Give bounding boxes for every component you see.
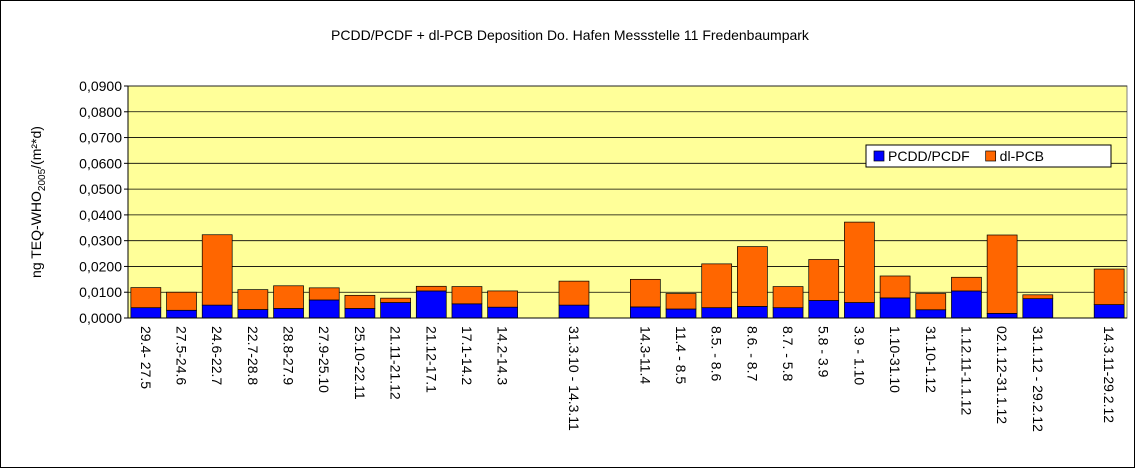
bar-segment — [772, 286, 804, 309]
bar-segment — [951, 290, 982, 319]
x-tick-label: 31.3.10 - 14.3.11 — [566, 326, 582, 431]
x-tick-label: 21.11-21.12 — [388, 326, 404, 400]
y-tick-label: 0,0800 — [79, 104, 122, 120]
bar-segment — [344, 308, 376, 319]
y-tick-label: 0,0900 — [79, 78, 122, 94]
bar-segment — [273, 285, 304, 309]
bar-segment — [344, 294, 376, 309]
bar-segment — [879, 297, 911, 319]
bar-segment — [986, 313, 1018, 319]
x-tick-label: 14.3.11-29.2.12 — [1101, 326, 1117, 423]
bar-segment — [879, 275, 911, 299]
y-tick-label: 0,0700 — [79, 130, 122, 146]
x-tick-label: 14.3-11.4 — [637, 326, 653, 384]
x-tick-label: 24.6-22.7 — [209, 326, 225, 385]
bar-segment — [1022, 294, 1054, 300]
bar-segment — [701, 307, 733, 319]
bar-segment — [737, 246, 768, 307]
x-tick-label: 27.9-25.10 — [316, 326, 332, 393]
bar-segment — [986, 234, 1018, 314]
bar-segment — [380, 302, 411, 319]
bar-segment — [630, 306, 661, 319]
bar-segment — [772, 307, 804, 319]
bar-segment — [1093, 268, 1125, 305]
x-tick-label: 22.7-28.8 — [245, 326, 261, 385]
bar-segment — [1022, 298, 1054, 319]
legend-label: PCDD/PCDF — [888, 148, 970, 164]
bar-segment — [701, 263, 733, 309]
bar-segment — [630, 278, 661, 308]
legend-swatch — [873, 150, 885, 162]
legend-label: dl-PCB — [1000, 148, 1044, 164]
x-tick-label: 25.10-22.11 — [352, 326, 368, 400]
bar-segment — [380, 297, 411, 303]
bar-segment — [237, 309, 269, 319]
bar-segment — [166, 291, 197, 311]
y-axis-label: ng TEQ-WHO2005/(m²*d) — [28, 126, 48, 278]
y-label-sub: 2005 — [37, 168, 48, 191]
x-tick-label: 8.7. - 5.8 — [780, 326, 796, 381]
x-tick-label: 29.4- 27.5 — [138, 326, 154, 389]
x-tick-label: 31.10-1.12 — [923, 326, 939, 393]
x-tick-label: 1.12.11-1.1.12 — [958, 326, 974, 415]
x-tick-label: 21.12-17.1 — [423, 326, 439, 393]
x-tick-label: 28.8-27.9 — [281, 326, 297, 385]
bar-segment — [166, 309, 197, 319]
y-label-part: /(m²*d) — [28, 126, 44, 169]
x-tick-label: 11.4 - 8.5 — [673, 326, 689, 384]
bar-segment — [915, 309, 947, 319]
bar-segment — [1093, 304, 1125, 319]
x-tick-label: 8.6. - 8.7 — [744, 326, 760, 381]
bar-segment — [844, 302, 875, 319]
y-tick-label: 0,0000 — [79, 310, 122, 326]
x-tick-label: 8.5. - 8.6 — [709, 326, 725, 381]
bar-segment — [130, 307, 162, 319]
y-tick-label: 0,0400 — [79, 207, 122, 223]
y-tick-label: 0,0100 — [79, 284, 122, 300]
x-tick-label: 02.1.12-31.1.12 — [994, 326, 1010, 424]
bar-segment — [201, 234, 233, 306]
bar-segment — [737, 306, 768, 319]
bar-segment — [487, 306, 518, 319]
y-label-part: ng TEQ-WHO — [28, 191, 44, 278]
bar-segment — [273, 308, 304, 319]
bar-segment — [201, 304, 233, 319]
x-tick-label: 3.9 - 1.10 — [851, 326, 867, 385]
bar-segment — [844, 221, 875, 303]
bar-segment — [915, 293, 947, 311]
bar-segment — [130, 287, 162, 309]
y-tick-label: 0,0500 — [79, 181, 122, 197]
bar-segment — [558, 280, 590, 306]
y-tick-label: 0,0200 — [79, 258, 122, 274]
x-tick-label: 17.1-14.2 — [459, 326, 475, 385]
bar-segment — [808, 300, 840, 319]
bar-segment — [308, 287, 340, 301]
bar-segment — [415, 285, 447, 292]
legend-swatch — [985, 150, 997, 162]
bar-segment — [451, 303, 483, 319]
x-tick-label: 31.1.12 - 29.2.12 — [1030, 326, 1046, 432]
y-tick-label: 0,0300 — [79, 233, 122, 249]
bar-segment — [487, 290, 518, 308]
x-tick-label: 14.2-14.3 — [495, 326, 511, 385]
chart-title: PCDD/PCDF + dl-PCB Deposition Do. Hafen … — [331, 27, 810, 43]
y-tick-label: 0,0600 — [79, 155, 122, 171]
bar-segment — [415, 290, 447, 319]
bar-segment — [558, 304, 590, 319]
bar-segment — [665, 293, 697, 310]
bar-segment — [451, 286, 483, 305]
x-tick-label: 27.5-24.6 — [174, 326, 190, 385]
bar-segment — [808, 259, 840, 301]
bar-segment — [308, 299, 340, 319]
x-tick-label: 1.10-31.10 — [887, 326, 903, 393]
bar-segment — [237, 289, 269, 310]
bar-segment — [951, 276, 982, 292]
x-tick-label: 5.8 - 3.9 — [816, 326, 832, 378]
bar-segment — [665, 308, 697, 319]
